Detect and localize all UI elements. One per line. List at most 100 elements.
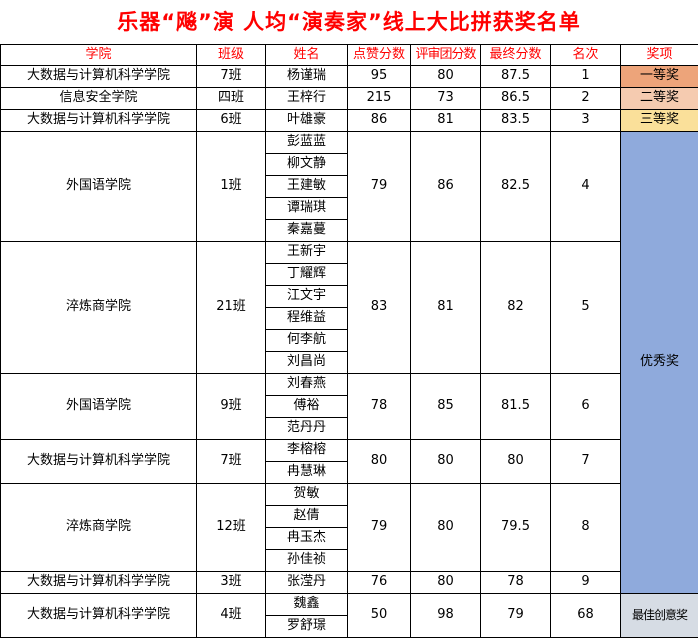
cell-name: 魏鑫 xyxy=(266,594,348,616)
cell-award: 三等奖 xyxy=(621,110,698,132)
cell-judge-score: 80 xyxy=(411,484,481,572)
cell-class: 四班 xyxy=(197,88,266,110)
column-header-final-score: 最终分数 xyxy=(481,45,551,66)
cell-final-score: 83.5 xyxy=(481,110,551,132)
cell-final-score: 78 xyxy=(481,572,551,594)
cell-like-score: 79 xyxy=(348,484,411,572)
cell-college: 淬炼商学院 xyxy=(1,484,197,572)
cell-class: 7班 xyxy=(197,66,266,88)
cell-name: 叶雄豪 xyxy=(266,110,348,132)
column-header-award: 奖项 xyxy=(621,45,698,66)
cell-like-score: 78 xyxy=(348,374,411,440)
cell-rank: 2 xyxy=(551,88,621,110)
cell-final-score: 81.5 xyxy=(481,374,551,440)
cell-name: 王梓行 xyxy=(266,88,348,110)
cell-rank: 8 xyxy=(551,484,621,572)
column-header-judge-score: 评审团分数 xyxy=(411,45,481,66)
cell-name: 丁耀辉 xyxy=(266,264,348,286)
cell-like-score: 86 xyxy=(348,110,411,132)
cell-like-score: 83 xyxy=(348,242,411,374)
cell-judge-score: 80 xyxy=(411,66,481,88)
cell-class: 7班 xyxy=(197,440,266,484)
page-title: 乐器“飚”演 人均“演奏家”线上大比拼获奖名单 xyxy=(0,0,698,44)
column-header-class: 班级 xyxy=(197,45,266,66)
cell-award: 二等奖 xyxy=(621,88,698,110)
cell-rank: 6 xyxy=(551,374,621,440)
cell-college: 大数据与计算机科学学院 xyxy=(1,594,197,638)
cell-award: 最佳创意奖 xyxy=(621,594,698,638)
cell-name: 贺敏 xyxy=(266,484,348,506)
cell-class: 6班 xyxy=(197,110,266,132)
cell-judge-score: 81 xyxy=(411,110,481,132)
cell-judge-score: 80 xyxy=(411,572,481,594)
cell-name: 谭瑞琪 xyxy=(266,198,348,220)
cell-final-score: 79 xyxy=(481,594,551,638)
table-header: 学院 班级 姓名 点赞分数 评审团分数 最终分数 名次 奖项 xyxy=(1,45,698,66)
column-header-name: 姓名 xyxy=(266,45,348,66)
cell-name: 傅裕 xyxy=(266,396,348,418)
cell-college: 淬炼商学院 xyxy=(1,242,197,374)
cell-college: 信息安全学院 xyxy=(1,88,197,110)
cell-name: 赵倩 xyxy=(266,506,348,528)
cell-like-score: 215 xyxy=(348,88,411,110)
cell-name: 冉玉杰 xyxy=(266,528,348,550)
cell-name: 程维益 xyxy=(266,308,348,330)
cell-class: 9班 xyxy=(197,374,266,440)
cell-name: 杨谨瑞 xyxy=(266,66,348,88)
cell-name: 范丹丹 xyxy=(266,418,348,440)
cell-final-score: 82.5 xyxy=(481,132,551,242)
award-list-table: 学院 班级 姓名 点赞分数 评审团分数 最终分数 名次 奖项 大数据与计算机科学… xyxy=(0,44,698,638)
cell-class: 3班 xyxy=(197,572,266,594)
cell-college: 外国语学院 xyxy=(1,374,197,440)
cell-name: 柳文静 xyxy=(266,154,348,176)
cell-final-score: 86.5 xyxy=(481,88,551,110)
cell-name: 秦嘉蔓 xyxy=(266,220,348,242)
cell-like-score: 76 xyxy=(348,572,411,594)
cell-judge-score: 86 xyxy=(411,132,481,242)
cell-college: 大数据与计算机科学学院 xyxy=(1,110,197,132)
cell-name: 罗舒璟 xyxy=(266,616,348,638)
cell-judge-score: 80 xyxy=(411,440,481,484)
cell-name: 刘昌尚 xyxy=(266,352,348,374)
cell-college: 大数据与计算机科学学院 xyxy=(1,66,197,88)
cell-name: 何李航 xyxy=(266,330,348,352)
cell-rank: 5 xyxy=(551,242,621,374)
cell-judge-score: 98 xyxy=(411,594,481,638)
cell-name: 李榕榕 xyxy=(266,440,348,462)
column-header-rank: 名次 xyxy=(551,45,621,66)
cell-judge-score: 81 xyxy=(411,242,481,374)
cell-final-score: 79.5 xyxy=(481,484,551,572)
cell-name: 王建敏 xyxy=(266,176,348,198)
cell-award-excellent: 优秀奖 xyxy=(621,132,698,594)
cell-rank: 9 xyxy=(551,572,621,594)
cell-college: 外国语学院 xyxy=(1,132,197,242)
cell-award: 一等奖 xyxy=(621,66,698,88)
cell-college: 大数据与计算机科学学院 xyxy=(1,440,197,484)
cell-class: 1班 xyxy=(197,132,266,242)
cell-rank: 3 xyxy=(551,110,621,132)
cell-name: 冉慧琳 xyxy=(266,462,348,484)
cell-like-score: 79 xyxy=(348,132,411,242)
header-row: 学院 班级 姓名 点赞分数 评审团分数 最终分数 名次 奖项 xyxy=(1,45,698,66)
cell-class: 21班 xyxy=(197,242,266,374)
cell-like-score: 95 xyxy=(348,66,411,88)
cell-rank: 4 xyxy=(551,132,621,242)
cell-judge-score: 85 xyxy=(411,374,481,440)
cell-name: 张滢丹 xyxy=(266,572,348,594)
cell-judge-score: 73 xyxy=(411,88,481,110)
cell-name: 彭蓝蓝 xyxy=(266,132,348,154)
column-header-college: 学院 xyxy=(1,45,197,66)
cell-rank: 7 xyxy=(551,440,621,484)
cell-name: 江文宇 xyxy=(266,286,348,308)
cell-class: 12班 xyxy=(197,484,266,572)
